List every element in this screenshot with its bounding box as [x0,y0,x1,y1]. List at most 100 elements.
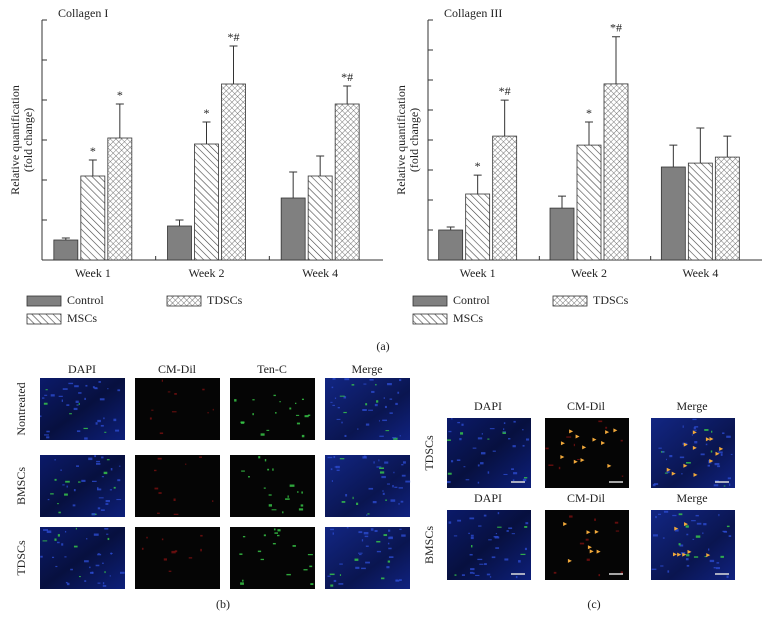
arrowhead [589,549,594,554]
micrograph-signal [89,566,91,569]
error-bar [500,99,509,137]
error-bar [446,226,455,230]
micrograph-signal [716,562,720,564]
micrograph-signal [174,393,177,395]
micrograph-signal [329,573,335,576]
micrograph-signal [54,459,56,461]
micrograph-signal [384,461,389,464]
micrograph-signal [309,565,313,568]
column-header: CM-Dil [158,362,197,376]
micrograph-signal [522,429,524,431]
micrograph-signal [84,437,88,440]
micrograph-signal [465,479,470,481]
column-header: Ten-C [257,362,287,376]
micrograph [325,378,410,440]
x-tick-label: Week 4 [302,266,338,280]
micrograph-signal [76,404,79,406]
x-tick-label: Week 2 [188,266,224,280]
micrograph-signal [102,585,107,587]
micrograph-signal [469,553,473,556]
micrograph-signal [662,450,665,453]
micrograph-signal [379,435,384,437]
micrograph-signal [694,440,698,444]
micrograph-signal [402,461,406,464]
significance-label: *# [610,21,622,35]
micrograph-signal [43,402,48,405]
micrograph-signal [344,378,350,381]
micrograph-signal [354,558,359,561]
arrowhead [677,552,682,557]
arrowhead [613,428,618,433]
micrograph-signal [679,544,684,547]
micrograph-signal [469,571,474,574]
micrograph-signal [287,495,289,498]
micrograph-signal [56,541,60,544]
micrograph-signal [708,548,710,551]
micrograph-signal [97,507,101,510]
micrograph-signal [307,414,311,417]
micrograph-signal [384,405,387,409]
arrowhead [705,437,710,442]
micrograph-signal [375,383,377,386]
micrograph-signal [98,497,104,499]
arrowhead [573,459,578,464]
bar [492,135,518,261]
micrograph-signal [387,560,391,563]
micrograph-signal [159,432,164,435]
significance-label: *# [341,70,353,84]
micrograph-signal [97,419,101,423]
micrograph-signal [658,447,662,449]
bar [307,175,333,261]
micrograph-signal [333,455,336,459]
micrograph-signal [46,430,50,433]
micrograph-signal [518,560,521,563]
legend-swatch [412,313,448,325]
micrograph-signal [300,504,304,507]
micrograph-signal [695,535,701,538]
micrograph-signal [42,540,48,542]
micrograph-signal [366,514,368,516]
error-bar [289,171,298,198]
micrograph-signal [374,530,378,533]
micrograph-signal [257,550,262,553]
micrograph-signal [478,525,482,527]
micrograph-signal [470,568,475,571]
error-bar [175,219,184,226]
micrograph-signal [66,485,68,488]
micrograph-signal [447,472,452,475]
micrograph-signal [327,575,331,577]
micrograph-signal [171,411,177,413]
error-bar [585,121,593,146]
micrograph-signal [94,455,97,458]
micrograph-signal [268,494,272,496]
micrograph-signal [508,437,511,440]
micrograph-signal [447,480,451,484]
micrograph-signal [620,439,623,442]
micrograph-signal [332,404,335,406]
micrograph-signal [451,418,453,420]
micrograph-signal [102,562,104,564]
micrograph-signal [64,556,67,558]
micrograph [40,378,125,440]
micrograph-signal [461,423,464,426]
micrograph-signal [457,421,461,424]
micrograph-signal [523,477,528,479]
arrowhead [594,529,599,534]
micrograph-signal [397,391,400,394]
micrograph-signal [448,430,452,433]
row-header: BMSCs [422,526,436,564]
micrograph-signal [504,558,509,561]
micrograph-signal [522,444,525,447]
micrograph-signal [359,554,362,556]
arrowhead [709,436,714,441]
micrograph-signal [81,479,86,482]
micrograph-signal [470,534,474,537]
micrograph-signal [96,460,101,463]
micrograph-signal [573,443,576,447]
micrograph-signal [252,413,254,416]
arrowhead [580,458,585,463]
micrograph-signal [357,428,359,430]
error-bar [115,103,124,138]
arrowhead [687,549,692,554]
column-header: CM-Dil [567,399,606,413]
